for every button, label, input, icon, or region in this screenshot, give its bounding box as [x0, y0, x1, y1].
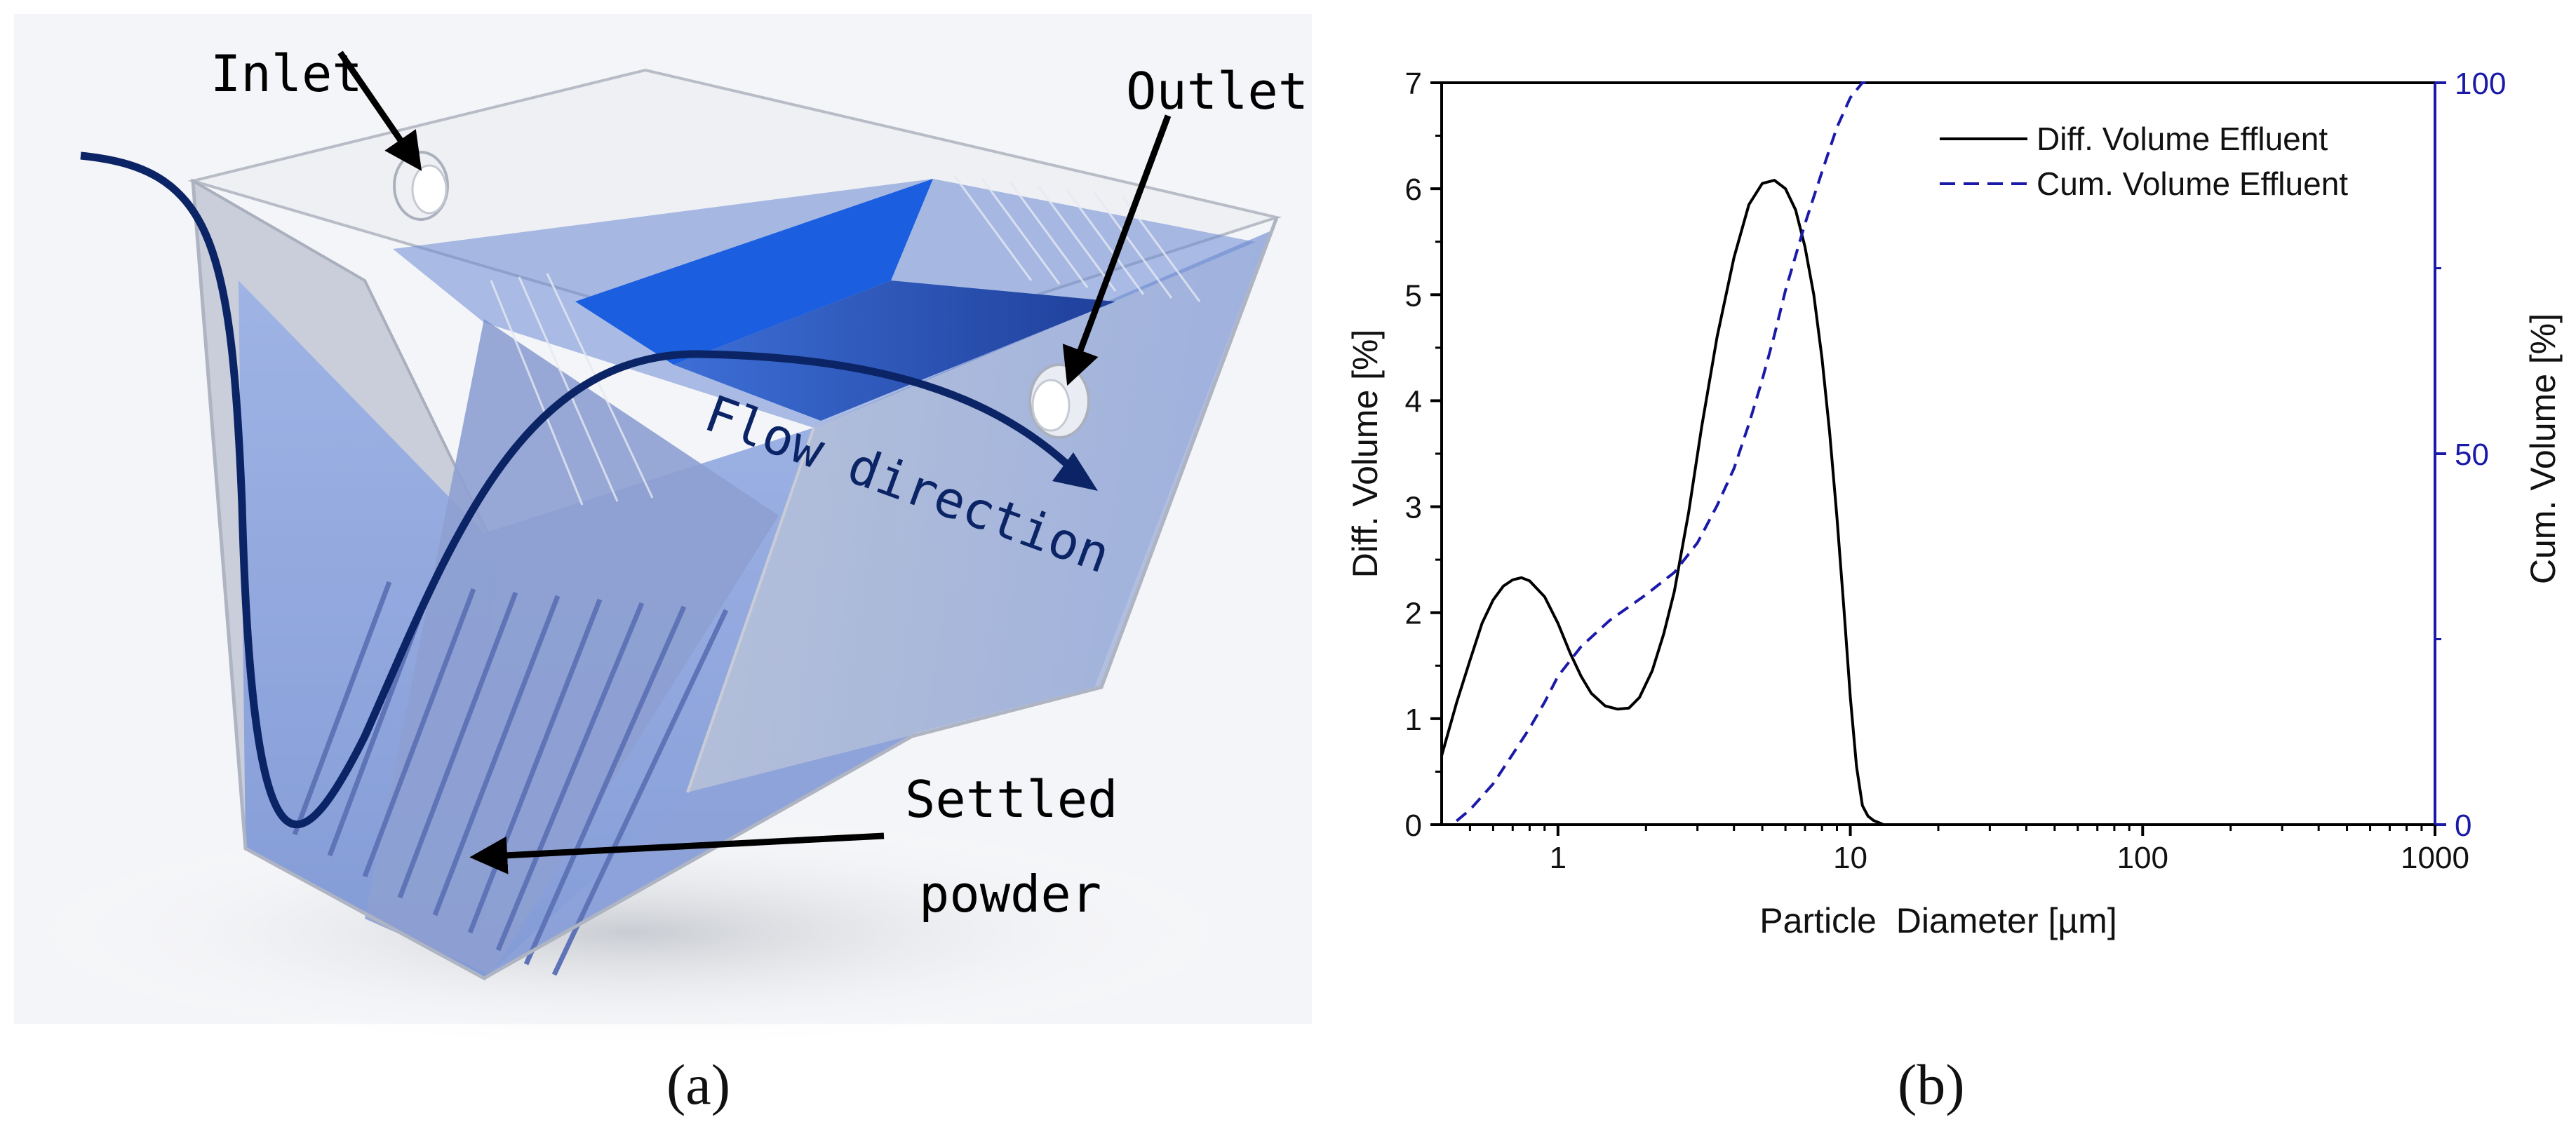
y-right-tick-label: 50	[2455, 438, 2489, 472]
inlet-pipe	[393, 151, 449, 221]
y-left-tick-label: 3	[1405, 491, 1422, 525]
x-tick-label: 10	[1833, 841, 1867, 875]
y-left-tick-label: 7	[1405, 67, 1422, 101]
y-axis-left-label: Diff. Volume [%]	[1346, 330, 1385, 579]
y-left-tick-label: 0	[1405, 809, 1422, 843]
y-right-tick-label: 100	[2455, 67, 2506, 101]
surface-plate-blue	[575, 179, 933, 365]
right-axis: 0 50 100	[2434, 67, 2506, 843]
legend-cum-label: Cum. Volume Effluent	[2037, 165, 2348, 202]
inlet-arrow	[337, 50, 422, 171]
y-right-tick-label: 0	[2455, 809, 2471, 843]
settling-tank-illustration: Inlet Outlet Flow direction Settled powd…	[14, 14, 1312, 1052]
settled-label: Settled	[905, 770, 1118, 829]
flow-arrowhead	[1052, 452, 1098, 491]
series-layer	[1440, 81, 1884, 826]
panel-a-label: (a)	[666, 1052, 730, 1118]
y-left-tick-label: 2	[1405, 597, 1422, 631]
panel-b-label-text: (b)	[1898, 1053, 1965, 1116]
surface-plate-dark	[673, 280, 1115, 421]
surface-slats	[490, 175, 1201, 506]
particle-size-chart: 0 1 2 3 4 5 6 7 0 50 100 1 10 100 1000 Diff. Volume …	[1346, 67, 2563, 940]
tank-divider-edge	[686, 427, 815, 793]
y-left-tick-label: 4	[1405, 384, 1422, 419]
flow-path-curve	[80, 151, 1083, 829]
powder-label: powder	[919, 865, 1101, 924]
outlet-pipe	[1028, 363, 1090, 439]
y-left-tick-label: 1	[1405, 703, 1422, 737]
inclined-plates	[365, 319, 779, 975]
y-axis-right-label: Cum. Volume [%]	[2523, 313, 2563, 584]
series-diff-volume-line	[1440, 179, 1884, 826]
x-axis-label: Particle Diameter [µm]	[1759, 901, 2117, 940]
y-left-tick-label: 5	[1405, 278, 1422, 313]
x-axis: 1 10 100 1000	[1468, 825, 2469, 875]
outlet-arrow	[1062, 114, 1172, 386]
y-left-tick-label: 6	[1405, 173, 1422, 207]
x-tick-label: 1000	[2401, 841, 2469, 875]
tank-front-edge	[191, 180, 1279, 980]
inlet-label: Inlet	[210, 44, 363, 103]
panel-a-label-text: (a)	[666, 1053, 731, 1116]
settled-arrow	[469, 832, 885, 874]
legend-diff-label: Diff. Volume Effluent	[2037, 121, 2328, 157]
tank-right-face	[687, 231, 1270, 792]
left-axis: 0 1 2 3 4 5 6 7	[1405, 67, 1442, 843]
series-cum-volume-line	[1456, 81, 1874, 823]
legend: Diff. Volume Effluent Cum. Volume Efflue…	[1940, 121, 2348, 202]
panel-b-label: (b)	[1898, 1052, 1965, 1118]
outlet-label: Outlet	[1126, 62, 1308, 121]
x-tick-label: 1	[1550, 841, 1567, 875]
x-tick-label: 100	[2117, 841, 2168, 875]
